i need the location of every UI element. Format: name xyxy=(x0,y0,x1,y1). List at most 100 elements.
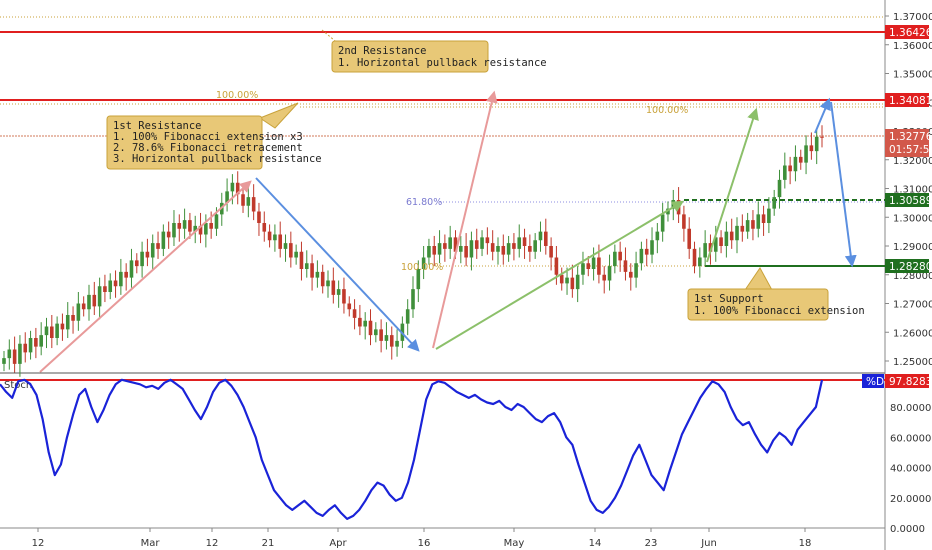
note-line: 3. Horizontal pullback resistance xyxy=(113,153,322,165)
price-tick-label: 1.35000 xyxy=(893,70,932,81)
badge-support-upper xyxy=(885,193,929,207)
candle-body xyxy=(591,257,596,269)
candle-body xyxy=(76,303,81,321)
note-line: 1st Support xyxy=(694,293,764,305)
candle-body xyxy=(719,237,723,246)
candle-body xyxy=(267,231,272,241)
candle-body xyxy=(809,145,814,152)
candle-body xyxy=(655,231,660,241)
arrow-down-2 xyxy=(830,101,857,268)
candle-body xyxy=(315,271,320,278)
candle-body xyxy=(44,326,49,336)
price-tick-label: 1.27000 xyxy=(893,300,932,311)
candle-body xyxy=(639,248,644,264)
time-axis[interactable]: 12 Mar 12 21 Apr 16 May 14 23 Jun 18 xyxy=(32,528,812,549)
note-box xyxy=(687,288,829,321)
candle-body xyxy=(39,335,43,347)
candle-body xyxy=(554,257,559,275)
candle-body xyxy=(299,251,304,269)
fib-label-left-top: 100.00% xyxy=(216,90,258,101)
note-line: 2nd Resistance xyxy=(338,45,427,57)
note-box xyxy=(331,40,489,73)
badge-countdown-text: 01:57:55 xyxy=(889,144,932,156)
badge-support xyxy=(885,259,929,273)
candle-body xyxy=(278,234,283,249)
candle-body xyxy=(336,289,341,295)
candle-body xyxy=(411,289,415,310)
candle-body xyxy=(103,286,107,292)
candle-body xyxy=(443,243,447,249)
candle-body xyxy=(745,220,750,232)
candle-body xyxy=(2,358,6,364)
candle-body xyxy=(575,274,580,290)
candle-body xyxy=(92,294,97,307)
note-resistance-2[interactable]: 2nd Resistance 1. Horizontal pullback re… xyxy=(321,29,547,73)
candle-body xyxy=(432,246,437,255)
time-tick-label[interactable]: 21 xyxy=(262,538,275,549)
time-tick-label[interactable]: May xyxy=(504,538,525,549)
candle-body xyxy=(602,274,607,281)
badge-current-price xyxy=(885,129,929,157)
note-support-1[interactable]: 1st Support 1. 100% Fibonacci extension xyxy=(687,267,865,321)
time-tick-label[interactable]: 18 xyxy=(799,538,812,549)
candle-body xyxy=(55,323,59,338)
indicator-label: Stoch xyxy=(4,380,32,391)
candle-body xyxy=(304,263,309,269)
note-resistance-1[interactable]: 1st Resistance 1. 100% Fibonacci extensi… xyxy=(106,102,322,170)
candle-body xyxy=(161,231,166,249)
candle-body xyxy=(501,246,506,255)
candle-body xyxy=(124,271,128,278)
candle-body xyxy=(480,237,484,249)
price-axis: 1.370001.360001.350001.340001.330001.320… xyxy=(885,12,932,368)
candle-body xyxy=(522,237,527,246)
candle-body xyxy=(204,223,208,235)
candle-body xyxy=(581,263,585,275)
candle-body xyxy=(474,240,479,249)
time-tick-label[interactable]: 12 xyxy=(206,538,219,549)
stoch-tick-label: 80.0000 xyxy=(890,403,931,414)
candle-body xyxy=(660,214,665,232)
candle-body xyxy=(687,228,692,249)
price-tick-label: 1.28000 xyxy=(893,271,932,282)
stoch-tick-label: 40.0000 xyxy=(890,464,931,475)
badge-resistance-2 xyxy=(885,25,929,39)
price-tick-label: 1.37000 xyxy=(893,12,932,23)
candle-body xyxy=(182,220,187,229)
time-tick-label[interactable]: Mar xyxy=(141,538,161,549)
fib-labels: 100.00% 100.00% 61.80% 100.00% xyxy=(216,90,688,273)
arrow-up-1 xyxy=(39,180,252,373)
candle-body xyxy=(172,223,176,238)
time-tick-label[interactable]: 16 xyxy=(418,538,431,549)
candle-body xyxy=(405,309,410,324)
candle-body xyxy=(283,243,288,249)
badge-stoch-legend-text: %D xyxy=(866,376,884,388)
candle-body xyxy=(241,194,245,206)
candle-body xyxy=(427,246,431,258)
candle-body xyxy=(198,225,203,235)
time-tick-label[interactable]: Jun xyxy=(700,538,717,549)
candle-body xyxy=(618,251,622,261)
badge-stoch-legend xyxy=(862,374,884,388)
candle-body xyxy=(464,246,468,258)
badge-current-price-text: 1.32776 xyxy=(889,131,932,143)
candle-body xyxy=(65,315,70,330)
candle-body xyxy=(783,165,787,180)
badge-resistance-1-text: 1.34081 xyxy=(889,95,932,107)
price-candles xyxy=(2,125,824,377)
candle-body xyxy=(788,165,792,172)
candle-body xyxy=(294,251,298,258)
time-tick-label[interactable]: 12 xyxy=(32,538,45,549)
price-tick-label: 1.36000 xyxy=(893,41,932,52)
time-tick-label[interactable]: 23 xyxy=(645,538,658,549)
candle-body xyxy=(724,231,729,246)
candle-body xyxy=(87,294,91,310)
candle-body xyxy=(18,343,22,364)
candle-body xyxy=(453,237,458,252)
note-line: 1. 100% Fibonacci extension xyxy=(694,305,865,317)
badge-support-text: 1.28280 xyxy=(889,261,932,273)
candle-body xyxy=(214,214,219,229)
time-tick-label[interactable]: 14 xyxy=(589,538,602,549)
time-tick-label[interactable]: Apr xyxy=(329,538,347,549)
candle-body xyxy=(735,225,739,241)
candle-body xyxy=(209,223,213,229)
